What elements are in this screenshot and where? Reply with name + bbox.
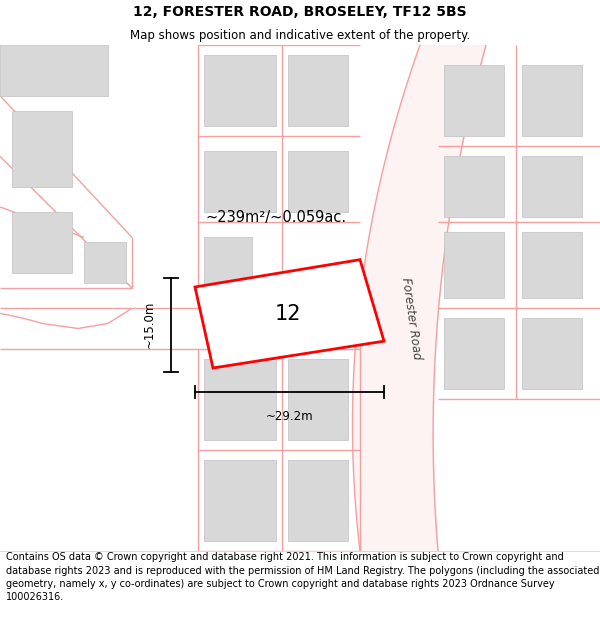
Bar (204, 238, 252, 298)
Bar (0, 45, 108, 96)
Bar (204, 151, 276, 212)
Text: ~15.0m: ~15.0m (143, 301, 156, 348)
Bar (444, 318, 504, 389)
Bar (204, 460, 276, 541)
Bar (288, 151, 348, 212)
Text: 12, FORESTER ROAD, BROSELEY, TF12 5BS: 12, FORESTER ROAD, BROSELEY, TF12 5BS (133, 5, 467, 19)
Text: Map shows position and indicative extent of the property.: Map shows position and indicative extent… (130, 29, 470, 42)
Bar (204, 359, 276, 440)
Bar (522, 318, 582, 389)
Text: Contains OS data © Crown copyright and database right 2021. This information is : Contains OS data © Crown copyright and d… (6, 552, 599, 602)
Text: 12: 12 (275, 304, 301, 324)
Bar (444, 156, 504, 217)
Bar (444, 232, 504, 298)
Bar (288, 460, 348, 541)
Bar (288, 359, 348, 440)
Bar (522, 156, 582, 217)
Bar (12, 212, 72, 272)
Polygon shape (195, 259, 384, 368)
Text: Forester Road: Forester Road (399, 276, 423, 361)
Bar (444, 65, 504, 136)
Text: ~29.2m: ~29.2m (266, 409, 313, 422)
Bar (522, 65, 582, 136)
Text: ~239m²/~0.059ac.: ~239m²/~0.059ac. (205, 209, 347, 224)
Bar (522, 232, 582, 298)
Bar (288, 55, 348, 126)
Bar (84, 242, 126, 283)
Bar (12, 111, 72, 187)
Bar (204, 55, 276, 126)
